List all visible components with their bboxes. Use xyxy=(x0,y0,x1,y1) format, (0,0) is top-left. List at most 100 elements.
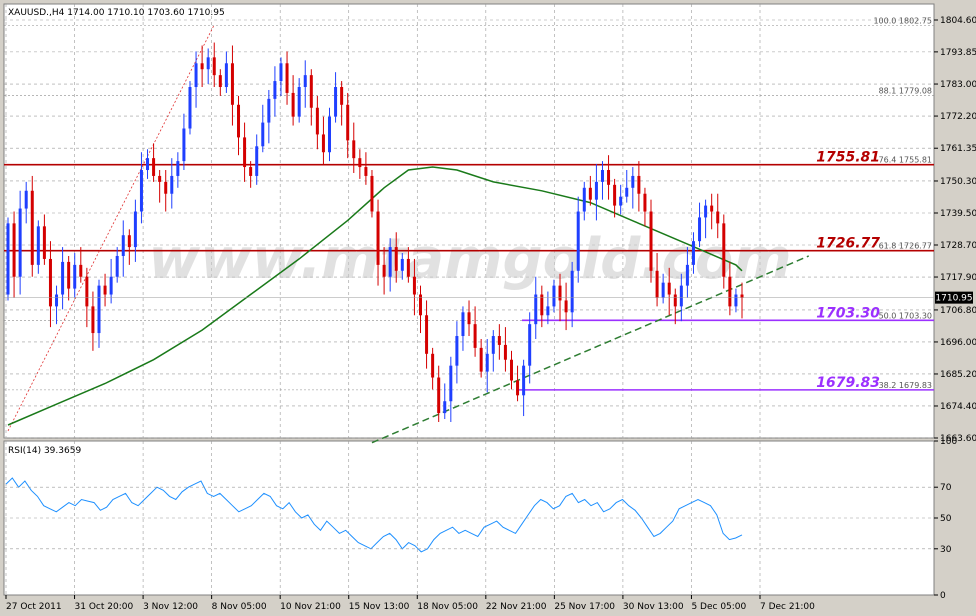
candle xyxy=(619,184,623,215)
candle-body xyxy=(582,187,586,212)
rsi-tick-label: 0 xyxy=(940,591,946,601)
price-tick-label: 1696.00 xyxy=(940,338,976,348)
rsi-header: RSI(14) 39.3659 xyxy=(8,446,81,456)
fib-label: 100.0 1802.75 xyxy=(873,16,932,25)
rsi-tick-label: 30 xyxy=(940,545,952,555)
candle xyxy=(467,300,471,337)
candle-body xyxy=(206,57,210,70)
time-tick-label: 15 Nov 13:00 xyxy=(349,602,410,612)
candle xyxy=(200,45,204,88)
rsi-tick-label: 50 xyxy=(940,514,952,524)
candle-body xyxy=(710,205,714,212)
candle xyxy=(194,51,198,108)
candle xyxy=(364,152,368,185)
candle-body xyxy=(291,92,295,117)
candle xyxy=(297,78,301,123)
fib-label: 50.0 1703.30 xyxy=(879,311,932,320)
rsi-line xyxy=(5,477,743,553)
candle-body xyxy=(182,128,186,162)
candle xyxy=(437,365,441,422)
price-axis: 1804.60 1793.85 1783.00 1772.20 1761.35 1750.… xyxy=(934,16,976,444)
candle xyxy=(552,279,556,313)
candle-body xyxy=(528,324,532,366)
candle xyxy=(133,199,137,262)
fib-label: 76.4 1755.81 xyxy=(879,156,932,165)
candle xyxy=(661,273,665,304)
candle-body xyxy=(309,75,313,108)
candle xyxy=(728,261,732,316)
candle-body xyxy=(243,137,247,168)
candle xyxy=(115,247,119,283)
candle-body xyxy=(255,146,259,176)
candle xyxy=(491,330,495,372)
candle-body xyxy=(303,75,307,88)
candle-body xyxy=(509,359,513,381)
candle xyxy=(182,113,186,171)
candle xyxy=(600,161,604,200)
candle xyxy=(473,306,477,357)
candle xyxy=(594,164,598,221)
candle xyxy=(497,324,501,360)
candle-body xyxy=(91,306,95,334)
candle-body xyxy=(364,167,368,176)
candle xyxy=(55,285,59,325)
candle-body xyxy=(516,380,520,396)
candle-body xyxy=(139,170,143,212)
candle-body xyxy=(479,347,483,372)
price-tick-label: 1706.80 xyxy=(940,306,976,316)
candle xyxy=(516,365,520,402)
candle xyxy=(431,347,435,390)
current-price-badge: 1710.95 xyxy=(935,291,973,304)
candle xyxy=(528,312,532,384)
candle xyxy=(164,170,168,212)
candle-body xyxy=(673,294,677,307)
candle-body xyxy=(6,223,10,295)
candle-body xyxy=(194,63,198,88)
candle xyxy=(267,89,271,144)
candle xyxy=(412,258,416,316)
candles xyxy=(4,42,934,422)
time-tick-label: 31 Oct 20:00 xyxy=(75,602,134,612)
candle-body xyxy=(97,285,101,334)
candle xyxy=(188,81,192,135)
candle-body xyxy=(376,211,380,265)
watermark-text: www.mtamgold.com xyxy=(148,227,791,292)
candle-body xyxy=(370,175,374,212)
level-label: 1679.83 xyxy=(816,375,880,391)
candle-body xyxy=(637,175,641,194)
time-tick-label: 18 Nov 05:00 xyxy=(417,602,478,612)
candle-body xyxy=(455,336,459,366)
level-label: 1755.81 xyxy=(816,150,880,166)
candle-body xyxy=(728,276,732,307)
candle-body xyxy=(36,226,40,265)
candle xyxy=(67,255,71,301)
candle-body xyxy=(406,258,410,277)
candle-body xyxy=(394,247,398,271)
candle-body xyxy=(67,261,71,289)
candle-body xyxy=(188,87,192,129)
candle xyxy=(139,152,143,224)
candle xyxy=(218,69,222,96)
time-axis: 27 Oct 2011 31 Oct 20:00 3 Nov 12:00 8 Nov … xyxy=(5,595,815,612)
candle-body xyxy=(491,336,495,354)
candle xyxy=(625,170,629,203)
candle-body xyxy=(358,158,362,168)
candle-body xyxy=(704,205,708,218)
candle xyxy=(716,193,720,239)
candle-body xyxy=(400,258,404,271)
candle-body xyxy=(564,300,568,313)
candle xyxy=(388,238,392,292)
candle xyxy=(6,217,10,301)
candle xyxy=(710,193,714,230)
candle-body xyxy=(224,63,228,88)
time-tick-label: 8 Nov 05:00 xyxy=(212,602,267,612)
candle-body xyxy=(698,217,702,242)
candle-body xyxy=(716,211,720,224)
candle-body xyxy=(352,140,356,159)
candle xyxy=(358,149,362,179)
candle-body xyxy=(740,294,744,298)
candle-body xyxy=(121,235,125,256)
candle-body xyxy=(679,285,683,307)
candle-body xyxy=(607,170,611,185)
